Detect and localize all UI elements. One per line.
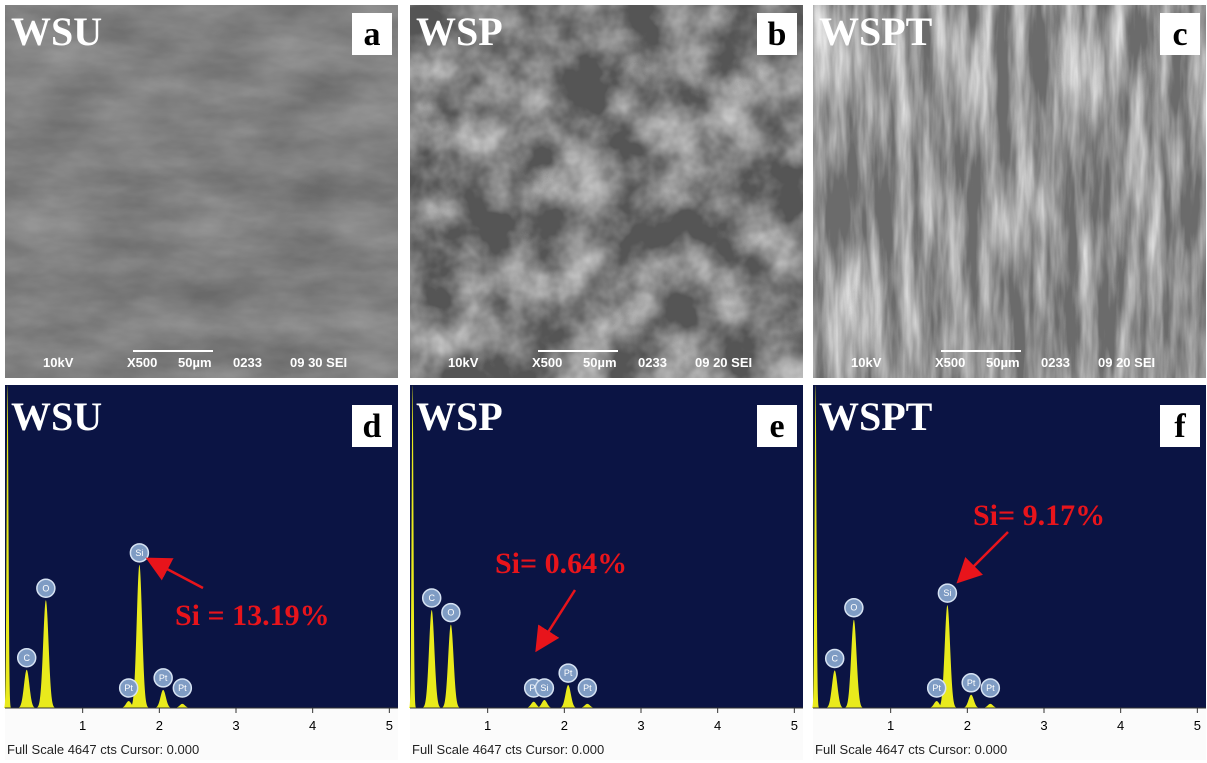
peak-label: O (447, 608, 454, 618)
sem-caption: 0233 (638, 355, 667, 370)
sample-name: WSP (416, 9, 503, 54)
sem-caption: 50µm (986, 355, 1020, 370)
peak-label: Si (135, 548, 143, 558)
sample-name: WSU (11, 9, 102, 54)
sem-caption: X500 (532, 355, 562, 370)
sem-texture (5, 5, 398, 378)
panel-letter: b (768, 16, 787, 53)
annotation: Si = 13.19% (175, 599, 330, 632)
panel-letter: e (769, 408, 784, 445)
annotation: Si= 0.64% (495, 547, 627, 580)
eds-panel: C O Pt Si Pt Pt 1 2 3 4 5 Full Scale 4647 cts Curso… (812, 385, 1206, 760)
sem-texture (410, 5, 803, 378)
peak-label: Pt (159, 673, 168, 683)
peak-label: Si (943, 588, 951, 598)
sem-caption: X500 (127, 355, 157, 370)
peak-label: Pt (967, 678, 976, 688)
x-tick-label: 5 (1194, 718, 1201, 733)
x-tick-label: 3 (1040, 718, 1047, 733)
spectrum-footer: Full Scale 4647 cts Cursor: 0.000 (412, 742, 604, 757)
eds-panel: C O Pt Si Pt Pt 1 2 3 4 5 Full Scale 4647 cts Curso… (4, 385, 398, 760)
sem-panel: WSP b 10kV X500 50µm 0233 09 20 SEI (410, 5, 803, 378)
peak-label: O (42, 583, 49, 593)
panel-letter: a (364, 16, 381, 53)
peak-label: Pt (583, 683, 592, 693)
peak-label: O (850, 603, 857, 613)
sem-texture (813, 5, 1206, 378)
panel-letter: c (1172, 16, 1187, 53)
peak-label: Pt (932, 683, 941, 693)
peak-label: Pt (178, 683, 187, 693)
sem-caption: 0233 (233, 355, 262, 370)
peak-label: C (428, 593, 435, 603)
sample-name: WSP (416, 394, 503, 439)
sem-caption: 10kV (851, 355, 882, 370)
sem-caption: X500 (935, 355, 965, 370)
sample-name: WSPT (819, 394, 933, 439)
x-tick-label: 3 (232, 718, 239, 733)
x-tick-label: 2 (964, 718, 971, 733)
peak-label: Pt (986, 683, 995, 693)
sem-caption: 0233 (1041, 355, 1070, 370)
x-tick-label: 4 (1117, 718, 1124, 733)
peak-label: C (831, 653, 838, 663)
peak-label: Si (540, 683, 548, 693)
x-tick-label: 2 (561, 718, 568, 733)
spectrum-footer: Full Scale 4647 cts Cursor: 0.000 (7, 742, 199, 757)
x-tick-label: 1 (887, 718, 894, 733)
sem-caption: 50µm (178, 355, 212, 370)
panel-letter: d (363, 408, 382, 445)
sem-caption: 09 20 SEI (1098, 355, 1155, 370)
x-tick-label: 5 (386, 718, 393, 733)
peak-label: C (23, 653, 30, 663)
sem-panel: WSU a 10kV X500 50µm 0233 09 30 SEI (5, 5, 398, 378)
sem-caption: 09 20 SEI (695, 355, 752, 370)
sem-caption: 10kV (43, 355, 74, 370)
figure: WSU a 10kV X500 50µm 0233 09 30 SEI WSP b 10kV X50… (0, 0, 1207, 763)
annotation: Si= 9.17% (973, 499, 1105, 532)
sem-caption: 09 30 SEI (290, 355, 347, 370)
x-tick-label: 4 (714, 718, 721, 733)
x-tick-label: 3 (637, 718, 644, 733)
sample-name: WSPT (819, 9, 933, 54)
x-tick-label: 1 (484, 718, 491, 733)
x-tick-label: 5 (791, 718, 798, 733)
sem-caption: 50µm (583, 355, 617, 370)
x-tick-label: 4 (309, 718, 316, 733)
sample-name: WSU (11, 394, 102, 439)
peak-label: Pt (124, 683, 133, 693)
panel-letter: f (1174, 408, 1186, 445)
peak-label: Pt (564, 668, 573, 678)
sem-caption: 10kV (448, 355, 479, 370)
spectrum-footer: Full Scale 4647 cts Cursor: 0.000 (815, 742, 1007, 757)
sem-panel: WSPT c 10kV X500 50µm 0233 09 20 SEI (813, 5, 1206, 378)
x-tick-label: 2 (156, 718, 163, 733)
x-tick-label: 1 (79, 718, 86, 733)
